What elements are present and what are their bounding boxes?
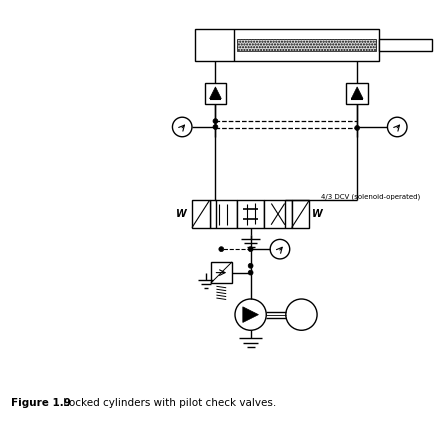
Text: 4/3 DCV (solenoid-operated): 4/3 DCV (solenoid-operated)	[321, 194, 420, 200]
Circle shape	[213, 119, 218, 124]
Text: Figure 1.9: Figure 1.9	[11, 399, 71, 408]
Circle shape	[248, 246, 253, 252]
Bar	[379, 39, 433, 51]
Bar	[237, 39, 376, 51]
Circle shape	[213, 125, 218, 130]
Circle shape	[388, 117, 407, 137]
Bar	[264, 200, 291, 228]
Bar	[210, 262, 232, 283]
Bar	[205, 83, 226, 105]
Circle shape	[355, 125, 360, 130]
Bar	[195, 29, 379, 60]
Bar	[346, 83, 368, 105]
Circle shape	[248, 270, 253, 275]
Circle shape	[235, 299, 266, 330]
Bar	[291, 200, 309, 228]
Circle shape	[219, 246, 224, 252]
Bar	[210, 200, 237, 228]
Bar	[237, 200, 264, 228]
Text: Locked cylinders with pilot check valves.: Locked cylinders with pilot check valves…	[60, 399, 276, 408]
Text: W: W	[176, 209, 187, 219]
Polygon shape	[210, 87, 221, 99]
Bar	[192, 200, 210, 228]
Text: W: W	[312, 209, 323, 219]
Polygon shape	[243, 307, 259, 323]
Polygon shape	[351, 87, 363, 99]
Circle shape	[248, 264, 253, 268]
Circle shape	[172, 117, 192, 137]
Circle shape	[286, 299, 317, 330]
Circle shape	[270, 239, 290, 259]
